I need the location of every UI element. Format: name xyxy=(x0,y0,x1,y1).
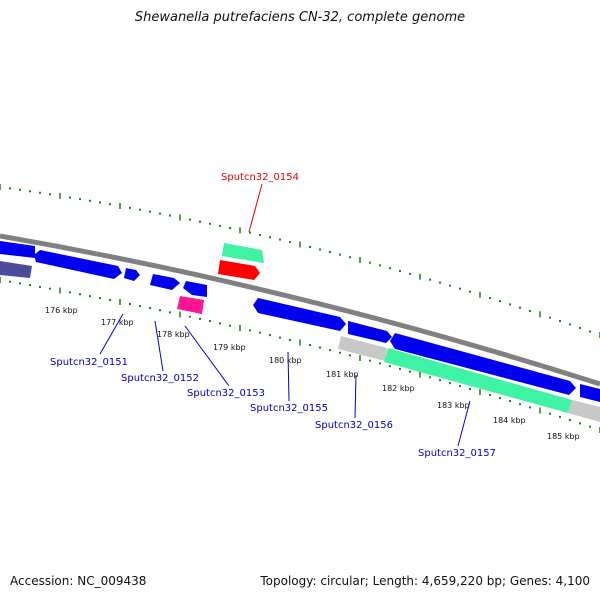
gene-label[interactable]: Sputcn32_0151 xyxy=(50,357,128,368)
callout-line xyxy=(99,313,124,355)
gene-label[interactable]: Sputcn32_0156 xyxy=(315,420,393,431)
callout-line xyxy=(287,351,290,402)
gene-arrow[interactable] xyxy=(183,281,207,297)
kbp-label: 185 kbp xyxy=(547,432,580,441)
gene-arrow[interactable] xyxy=(253,298,346,331)
callout-line xyxy=(248,183,263,233)
outer-tick-ring xyxy=(0,184,600,338)
accession-text: Accession: NC_009438 xyxy=(10,574,147,588)
callout-line xyxy=(457,400,471,447)
gene-purple[interactable] xyxy=(0,261,32,278)
gene-arrow[interactable] xyxy=(124,268,140,281)
gene-label[interactable]: Sputcn32_0157 xyxy=(418,448,496,459)
kbp-label: 183 kbp xyxy=(437,401,470,410)
gene-label[interactable]: Sputcn32_0154 xyxy=(221,172,299,183)
callout-line xyxy=(354,374,357,419)
kbp-label: 180 kbp xyxy=(269,356,302,365)
kbp-label: 179 kbp xyxy=(213,343,246,352)
callout-line xyxy=(184,325,230,387)
forward-strand xyxy=(0,241,600,402)
gene-label[interactable]: Sputcn32_0153 xyxy=(187,388,265,399)
gene-green-highlight[interactable] xyxy=(222,243,264,263)
gene-green[interactable] xyxy=(384,348,572,413)
kbp-label: 184 kbp xyxy=(493,416,526,425)
gene-arrow[interactable] xyxy=(390,333,576,395)
kbp-label: 176 kbp xyxy=(45,306,78,315)
kbp-label: 178 kbp xyxy=(157,330,190,339)
kbp-label: 181 kbp xyxy=(326,370,359,379)
gene-label[interactable]: Sputcn32_0152 xyxy=(121,373,199,384)
genome-summary-text: Topology: circular; Length: 4,659,220 bp… xyxy=(260,574,590,588)
kbp-label: 177 kbp xyxy=(101,318,134,327)
kbp-labels: 176 kbp 177 kbp 178 kbp 179 kbp 180 kbp 181 k… xyxy=(45,306,580,441)
gene-pink[interactable] xyxy=(177,296,204,314)
gene-arrow[interactable] xyxy=(348,321,392,343)
gene-label[interactable]: Sputcn32_0155 xyxy=(250,403,328,414)
callout-line xyxy=(154,320,164,372)
gene-callouts: Sputcn32_0154 Sputcn32_0151 Sputcn32_0152 S… xyxy=(50,172,496,459)
inner-tick-ring xyxy=(0,277,600,433)
gene-gray[interactable] xyxy=(338,336,387,361)
gene-red-highlight[interactable] xyxy=(218,260,260,280)
gene-arrow[interactable] xyxy=(150,274,180,290)
highlight-region xyxy=(218,243,264,280)
gene-arrow[interactable] xyxy=(0,241,35,258)
genome-backbone xyxy=(0,233,600,387)
gene-arrow[interactable] xyxy=(580,384,600,402)
reverse-strand xyxy=(0,261,600,422)
gene-arrow[interactable] xyxy=(34,250,122,279)
gene-gray[interactable] xyxy=(568,400,600,422)
map-title: Shewanella putrefaciens CN-32, complete … xyxy=(134,10,466,25)
kbp-label: 182 kbp xyxy=(382,384,415,393)
